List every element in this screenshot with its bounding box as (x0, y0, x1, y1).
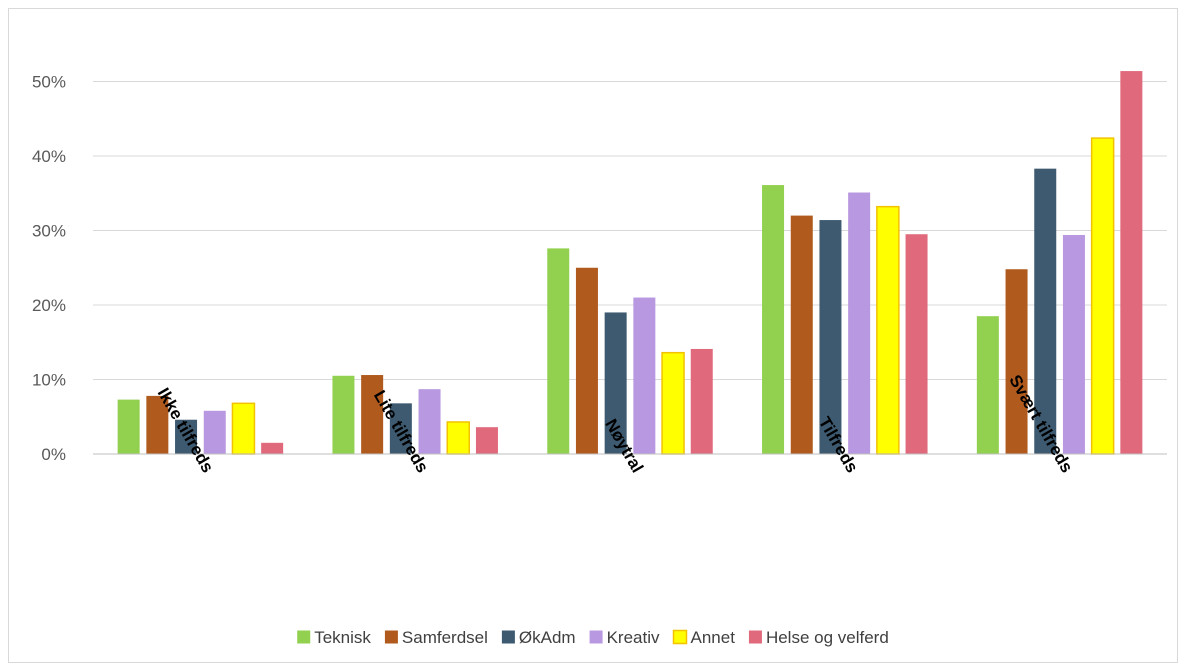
bar (762, 185, 785, 454)
bar (1005, 269, 1028, 454)
bar (575, 267, 598, 454)
bar (361, 375, 384, 454)
bar (976, 316, 999, 454)
legend-swatch (297, 630, 311, 644)
bar (690, 348, 713, 454)
bar (175, 419, 198, 454)
y-tick-label: 0% (41, 445, 66, 464)
y-tick-label: 10% (32, 371, 66, 390)
y-tick-label: 40% (32, 147, 66, 166)
y-tick-label: 50% (32, 73, 66, 92)
bar (633, 297, 656, 454)
bars (117, 71, 1143, 455)
legend-label: ØkAdm (519, 628, 576, 647)
legend-swatch (589, 630, 603, 644)
bar (604, 312, 627, 454)
bar (418, 389, 441, 454)
bar (905, 234, 928, 454)
legend: Teknisk Samferdsel ØkAdm Kreativ Annet Helse … (297, 628, 889, 647)
bar (1062, 234, 1085, 454)
bar (389, 403, 412, 454)
legend-label: Kreativ (607, 628, 660, 647)
y-tick-label: 20% (32, 296, 66, 315)
legend-label: Teknisk (314, 628, 371, 647)
bar (661, 351, 685, 455)
bar (231, 402, 256, 455)
bar (819, 220, 842, 454)
legend-swatch (672, 629, 688, 645)
bar (1034, 168, 1057, 455)
bar (547, 248, 570, 454)
bar (261, 442, 284, 454)
bar (848, 192, 871, 454)
bar (332, 375, 355, 454)
y-tick-label: 30% (32, 222, 66, 241)
legend-swatch (501, 630, 515, 644)
legend-swatch (384, 630, 398, 644)
bar (475, 427, 498, 454)
legend-swatch (748, 630, 762, 644)
legend-label: Samferdsel (402, 628, 488, 647)
bar (146, 395, 169, 454)
legend-label: Annet (691, 628, 736, 647)
y-axis-ticks: 0% 10% 20% 30% 40% 50% (32, 73, 66, 465)
bar (1120, 71, 1143, 454)
bar (203, 410, 226, 454)
bar (790, 215, 813, 454)
bar (1090, 137, 1115, 455)
bar (876, 205, 900, 455)
bar (117, 399, 140, 454)
bar (446, 421, 470, 455)
legend-label: Helse og velferd (766, 628, 889, 647)
